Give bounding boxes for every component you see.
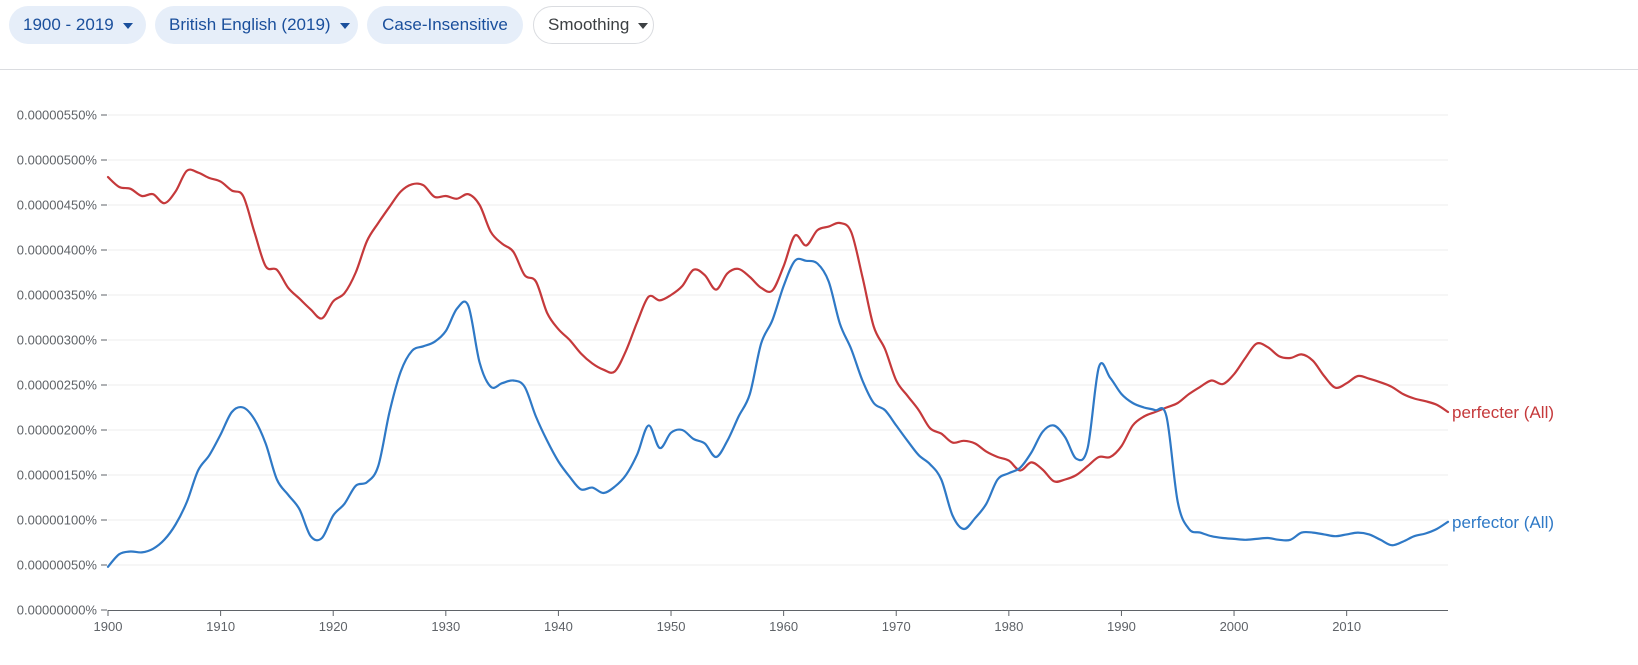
y-tick-label: 0.00000300% bbox=[17, 333, 98, 348]
x-tick-label: 1960 bbox=[769, 619, 798, 634]
x-tick-label: 1950 bbox=[657, 619, 686, 634]
y-tick-label: 0.00000150% bbox=[17, 468, 98, 483]
corpus-label: British English (2019) bbox=[169, 15, 331, 34]
grid-lines bbox=[108, 114, 1448, 566]
x-tick-label: 1970 bbox=[882, 619, 911, 634]
x-tick-label: 1940 bbox=[544, 619, 573, 634]
y-axis: 0.00000000% 0.00000050% 0.00000100% 0.00000… bbox=[17, 108, 107, 618]
y-tick-label: 0.00000000% bbox=[17, 603, 98, 618]
case-label: Case-Insensitive bbox=[382, 15, 508, 34]
year-range-label: 1900 - 2019 bbox=[23, 15, 114, 34]
y-tick-label: 0.00000400% bbox=[17, 243, 98, 258]
series-label-perfector[interactable]: perfector (All) bbox=[1452, 513, 1554, 532]
smoothing-dropdown[interactable]: Smoothing bbox=[533, 6, 654, 44]
x-tick-label: 1930 bbox=[431, 619, 460, 634]
y-tick-label: 0.00000250% bbox=[17, 378, 98, 393]
series-line-perfecter[interactable] bbox=[106, 168, 1450, 483]
x-tick-label: 1990 bbox=[1107, 619, 1136, 634]
y-tick-label: 0.00000350% bbox=[17, 288, 98, 303]
y-tick-label: 0.00000550% bbox=[17, 108, 98, 123]
series-line-perfector[interactable] bbox=[106, 257, 1450, 568]
x-tick-label: 1920 bbox=[319, 619, 348, 634]
x-tick-label: 1980 bbox=[994, 619, 1023, 634]
x-axis: 1900 1910 1920 1930 1940 1950 1960 1970 1980 1990… bbox=[94, 610, 1448, 634]
y-tick-label: 0.00000500% bbox=[17, 153, 98, 168]
caret-down-icon bbox=[339, 23, 350, 29]
x-tick-label: 1910 bbox=[206, 619, 235, 634]
smoothing-label: Smoothing bbox=[548, 15, 630, 34]
case-insensitive-toggle[interactable]: Case-Insensitive bbox=[367, 6, 523, 44]
caret-down-icon bbox=[122, 23, 133, 29]
y-tick-label: 0.00000100% bbox=[17, 513, 98, 528]
series-label-perfecter[interactable]: perfecter (All) bbox=[1452, 403, 1554, 422]
caret-down-icon bbox=[638, 23, 649, 29]
y-tick-label: 0.00000050% bbox=[17, 558, 98, 573]
series-labels: perfecter (All) perfector (All) bbox=[1452, 403, 1554, 532]
year-range-dropdown[interactable]: 1900 - 2019 bbox=[9, 6, 146, 44]
corpus-dropdown[interactable]: British English (2019) bbox=[155, 6, 358, 44]
toolbar: 1900 - 2019 British English (2019) Case-… bbox=[0, 0, 1638, 70]
y-tick-label: 0.00000200% bbox=[17, 423, 98, 438]
x-tick-label: 2000 bbox=[1220, 619, 1249, 634]
x-tick-label: 1900 bbox=[94, 619, 123, 634]
series-lines bbox=[106, 168, 1450, 568]
x-tick-label: 2010 bbox=[1332, 619, 1361, 634]
y-tick-label: 0.00000450% bbox=[17, 198, 98, 213]
